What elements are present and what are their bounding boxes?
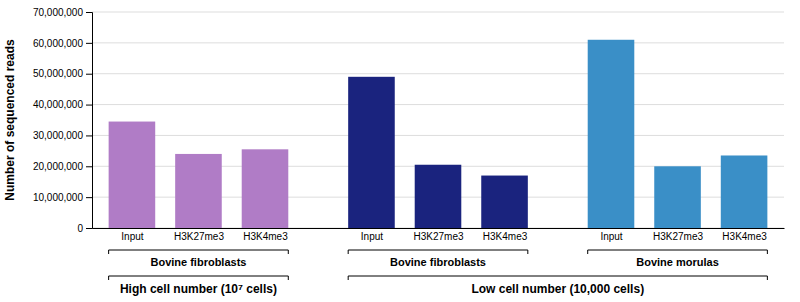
tick: 40,000,000 — [33, 99, 92, 110]
tick-label: H3K27me3 — [413, 231, 463, 242]
tick: 0 — [77, 223, 92, 234]
axis-line — [86, 13, 93, 229]
tick-label: 40,000,000 — [33, 99, 83, 110]
group-label: High cell number (10⁷ cells) — [120, 282, 277, 296]
tick: H3K27me3 — [653, 228, 703, 242]
tick-label: H3K4me3 — [722, 231, 767, 242]
chart: 0 10,000,000 20,000,000 30,000,000 40,000,00… — [0, 0, 800, 302]
tick-label: 70,000,000 — [33, 7, 83, 18]
tick: H3K27me3 — [174, 228, 224, 242]
tick-label: 60,000,000 — [33, 38, 83, 49]
tick: 70,000,000 — [33, 7, 92, 18]
tick: H3K4me3 — [243, 228, 288, 242]
tick-label: 50,000,000 — [33, 68, 83, 79]
grid-line — [92, 135, 784, 136]
tick-label: 10,000,000 — [33, 192, 83, 203]
tick-label: H3K27me3 — [653, 231, 703, 242]
tick-mark — [86, 197, 92, 198]
x-axis: Input H3K27me3 H3K4me3 Input H3K27me3 H3K4me3… — [93, 228, 785, 242]
y-axis: 0 10,000,000 20,000,000 30,000,000 40,000,00… — [33, 7, 93, 234]
bracket — [588, 250, 768, 254]
bar — [654, 166, 701, 228]
bracket — [109, 250, 289, 254]
bar — [175, 154, 222, 228]
axis-line — [93, 228, 785, 229]
tick-label: Input — [121, 231, 143, 242]
tick-mark — [86, 74, 92, 75]
tick-label: H3K4me3 — [483, 231, 528, 242]
bar — [348, 77, 395, 228]
tick: Input — [600, 228, 622, 242]
bar — [481, 176, 528, 228]
bracket — [348, 250, 528, 254]
tick-mark — [86, 105, 92, 106]
grid-line — [92, 73, 784, 74]
tick-label: 0 — [77, 223, 83, 234]
tick: 20,000,000 — [33, 161, 92, 172]
bar — [242, 149, 289, 228]
tick: 50,000,000 — [33, 68, 92, 79]
plot: 0 10,000,000 20,000,000 30,000,000 40,000,00… — [3, 7, 785, 296]
tick-mark — [86, 228, 92, 229]
grid-line — [92, 104, 784, 105]
tick-label: H3K4me3 — [243, 231, 288, 242]
tick: H3K27me3 — [413, 228, 463, 242]
tick-label: H3K27me3 — [174, 231, 224, 242]
tick: 60,000,000 — [33, 38, 92, 49]
axis-title: Number of sequenced reads — [3, 39, 17, 201]
bar — [721, 155, 768, 228]
subgroup-label: Bovine morulas — [636, 256, 719, 268]
grid-line — [92, 42, 784, 43]
bracket — [109, 276, 289, 280]
tick: Input — [361, 228, 383, 242]
tick-mark — [86, 12, 92, 13]
group-label: Low cell number (10,000 cells) — [471, 282, 644, 296]
bar — [588, 40, 635, 228]
subgroup-label: Bovine fibroblasts — [150, 256, 246, 268]
tick-mark — [86, 43, 92, 44]
bars — [109, 40, 768, 228]
bar — [415, 165, 462, 228]
tick: H3K4me3 — [483, 228, 528, 242]
tick-label: Input — [600, 231, 622, 242]
tick-label: 20,000,000 — [33, 161, 83, 172]
bracket — [348, 276, 767, 280]
grid-line — [92, 12, 784, 13]
subgroup-label: Bovine fibroblasts — [390, 256, 486, 268]
tick-mark — [86, 135, 92, 136]
tick-label: Input — [361, 231, 383, 242]
tick: 10,000,000 — [33, 192, 92, 203]
bar — [109, 122, 156, 228]
tick-label: 30,000,000 — [33, 130, 83, 141]
grid — [92, 12, 784, 228]
tick: 30,000,000 — [33, 130, 92, 141]
tick: H3K4me3 — [722, 228, 767, 242]
tick: Input — [121, 228, 143, 242]
tick-mark — [86, 166, 92, 167]
